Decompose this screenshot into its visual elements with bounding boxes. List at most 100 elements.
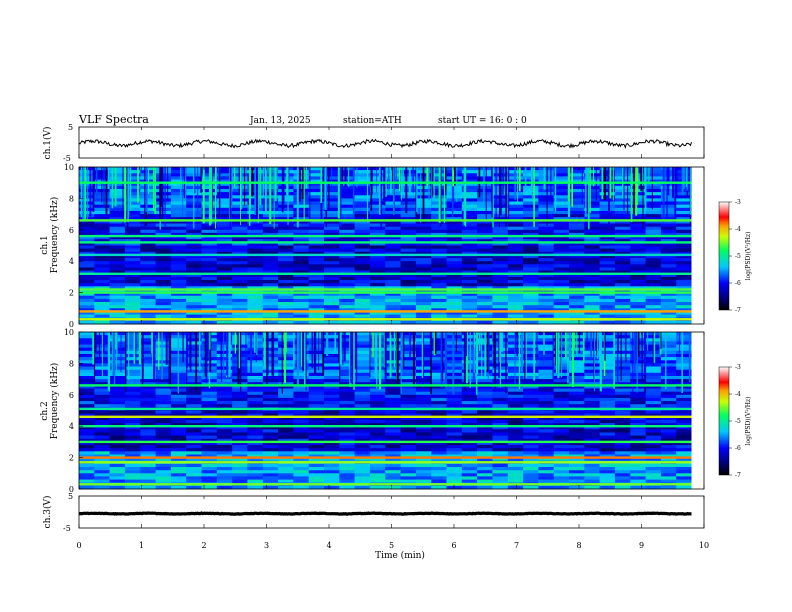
- spectrogram-cell: [109, 426, 126, 430]
- spectrogram-cell: [553, 179, 570, 184]
- spectrogram-cell: [523, 220, 539, 224]
- time-axis-tick-label: 10: [699, 541, 709, 550]
- spectrogram-cell: [324, 189, 340, 193]
- spectrogram-cell: [507, 236, 524, 240]
- spectrogram-cell: [660, 410, 677, 414]
- spectrogram-cell: [569, 270, 585, 275]
- spectrogram-cell: [109, 429, 126, 433]
- spectrogram-streak: [515, 332, 517, 353]
- spectrogram-cell: [676, 419, 692, 424]
- spectrogram-cell: [109, 198, 126, 202]
- spectrogram-cell: [400, 338, 417, 342]
- spectrogram-cell: [79, 182, 95, 187]
- spectrogram-cell: [186, 410, 202, 414]
- spectrogram-cell: [523, 258, 539, 262]
- spectrogram-cell: [385, 394, 402, 399]
- spectrogram-cell: [660, 239, 677, 243]
- spectrogram-cell: [201, 270, 218, 275]
- spectrogram-cell: [569, 372, 585, 377]
- spectrogram-cell: [538, 248, 555, 253]
- spectrogram-cell: [630, 423, 647, 427]
- spectrogram-cell: [431, 341, 447, 345]
- spectrogram-cell: [293, 413, 310, 418]
- spectrogram-cell: [477, 295, 493, 300]
- spectrogram-cell: [262, 426, 279, 430]
- spectrogram-cell: [477, 185, 493, 190]
- spectrogram-cell: [569, 229, 585, 234]
- spectrogram-cell: [446, 429, 463, 433]
- spectrogram-cell: [523, 394, 539, 399]
- spectrogram-streak: [303, 167, 305, 221]
- spectrogram-cell: [232, 311, 248, 315]
- spectrogram-streak: [195, 332, 198, 391]
- spectrogram-cell: [523, 479, 539, 484]
- spectrogram-cell: [614, 473, 631, 477]
- spectrogram-cell: [660, 435, 677, 440]
- spectrogram-cell: [400, 435, 417, 440]
- spectrogram-cell: [400, 311, 417, 315]
- spectrogram-cell: [446, 354, 463, 358]
- spectrogram-cell: [645, 382, 662, 386]
- ch2-spectrogram-ylabel: Frequency (kHz): [49, 363, 60, 440]
- spectrogram-cell: [155, 245, 172, 249]
- spectrogram-streak: [456, 167, 458, 202]
- spectrogram-cell: [232, 473, 248, 477]
- spectrogram-cell: [523, 363, 539, 367]
- spectrogram-cell: [94, 258, 111, 262]
- spectrogram-cell: [155, 473, 172, 477]
- spectrogram-band: [79, 425, 692, 428]
- spectrogram-cell: [645, 248, 662, 253]
- spectrogram-cell: [201, 451, 218, 455]
- spectrogram-cell: [523, 320, 539, 325]
- spectrogram-cell: [124, 223, 141, 227]
- spectrogram-band: [79, 440, 692, 444]
- spectrogram-cell: [170, 429, 187, 433]
- spectrogram-cell: [369, 283, 386, 287]
- spectrogram-cell: [446, 423, 463, 427]
- spectrogram-streak: [305, 332, 307, 391]
- spectrogram-streak: [350, 332, 352, 384]
- spectrogram-cell: [461, 179, 478, 184]
- spectrogram-cell: [507, 448, 524, 452]
- spectrogram-cell: [446, 267, 463, 271]
- spectrogram-cell: [431, 350, 447, 355]
- spectrogram-cell: [354, 305, 371, 309]
- spectrogram-cell: [109, 423, 126, 427]
- spectrogram-cell: [446, 217, 463, 221]
- spectrogram-cell: [599, 401, 616, 405]
- spectrogram-cell: [94, 419, 111, 424]
- spectrogram-cell: [477, 397, 493, 402]
- spectrogram-cell: [569, 242, 585, 246]
- spectrogram-cell: [124, 286, 141, 290]
- spectrogram-cell: [140, 236, 157, 240]
- spectrogram-cell: [293, 182, 310, 187]
- spectrogram-cell: [584, 176, 601, 180]
- spectrogram-cell: [109, 264, 126, 268]
- ch1-waveform-ylabel: ch.1(V): [42, 127, 53, 160]
- spectrogram-cell: [415, 457, 432, 462]
- spectrogram-cell: [630, 404, 647, 408]
- spectrogram-cell: [140, 298, 157, 303]
- spectrogram-cell: [308, 173, 325, 177]
- spectrogram-cell: [186, 419, 202, 424]
- spectrogram-cell: [507, 354, 524, 358]
- spectrogram-cell: [339, 350, 356, 355]
- spectrogram-cell: [645, 426, 662, 430]
- spectrogram-cell: [354, 416, 371, 421]
- spectrogram-cell: [523, 423, 539, 427]
- spectrogram-cell: [79, 320, 95, 325]
- spectrogram-cell: [247, 239, 264, 243]
- spectrogram-cell: [385, 401, 402, 405]
- spectrogram-streak: [652, 332, 654, 366]
- spectrogram-cell: [599, 251, 616, 256]
- spectrogram-cell: [262, 454, 279, 458]
- spectrogram-cell: [262, 467, 279, 471]
- spectrogram-cell: [385, 264, 402, 268]
- spectrogram-cell: [339, 295, 356, 300]
- spectrogram-cell: [507, 267, 524, 271]
- spectrogram-cell: [124, 379, 141, 383]
- spectrogram-cell: [507, 454, 524, 458]
- spectrogram-cell: [308, 226, 325, 231]
- spectrogram-cell: [201, 470, 218, 474]
- spectrogram-streak: [299, 332, 301, 369]
